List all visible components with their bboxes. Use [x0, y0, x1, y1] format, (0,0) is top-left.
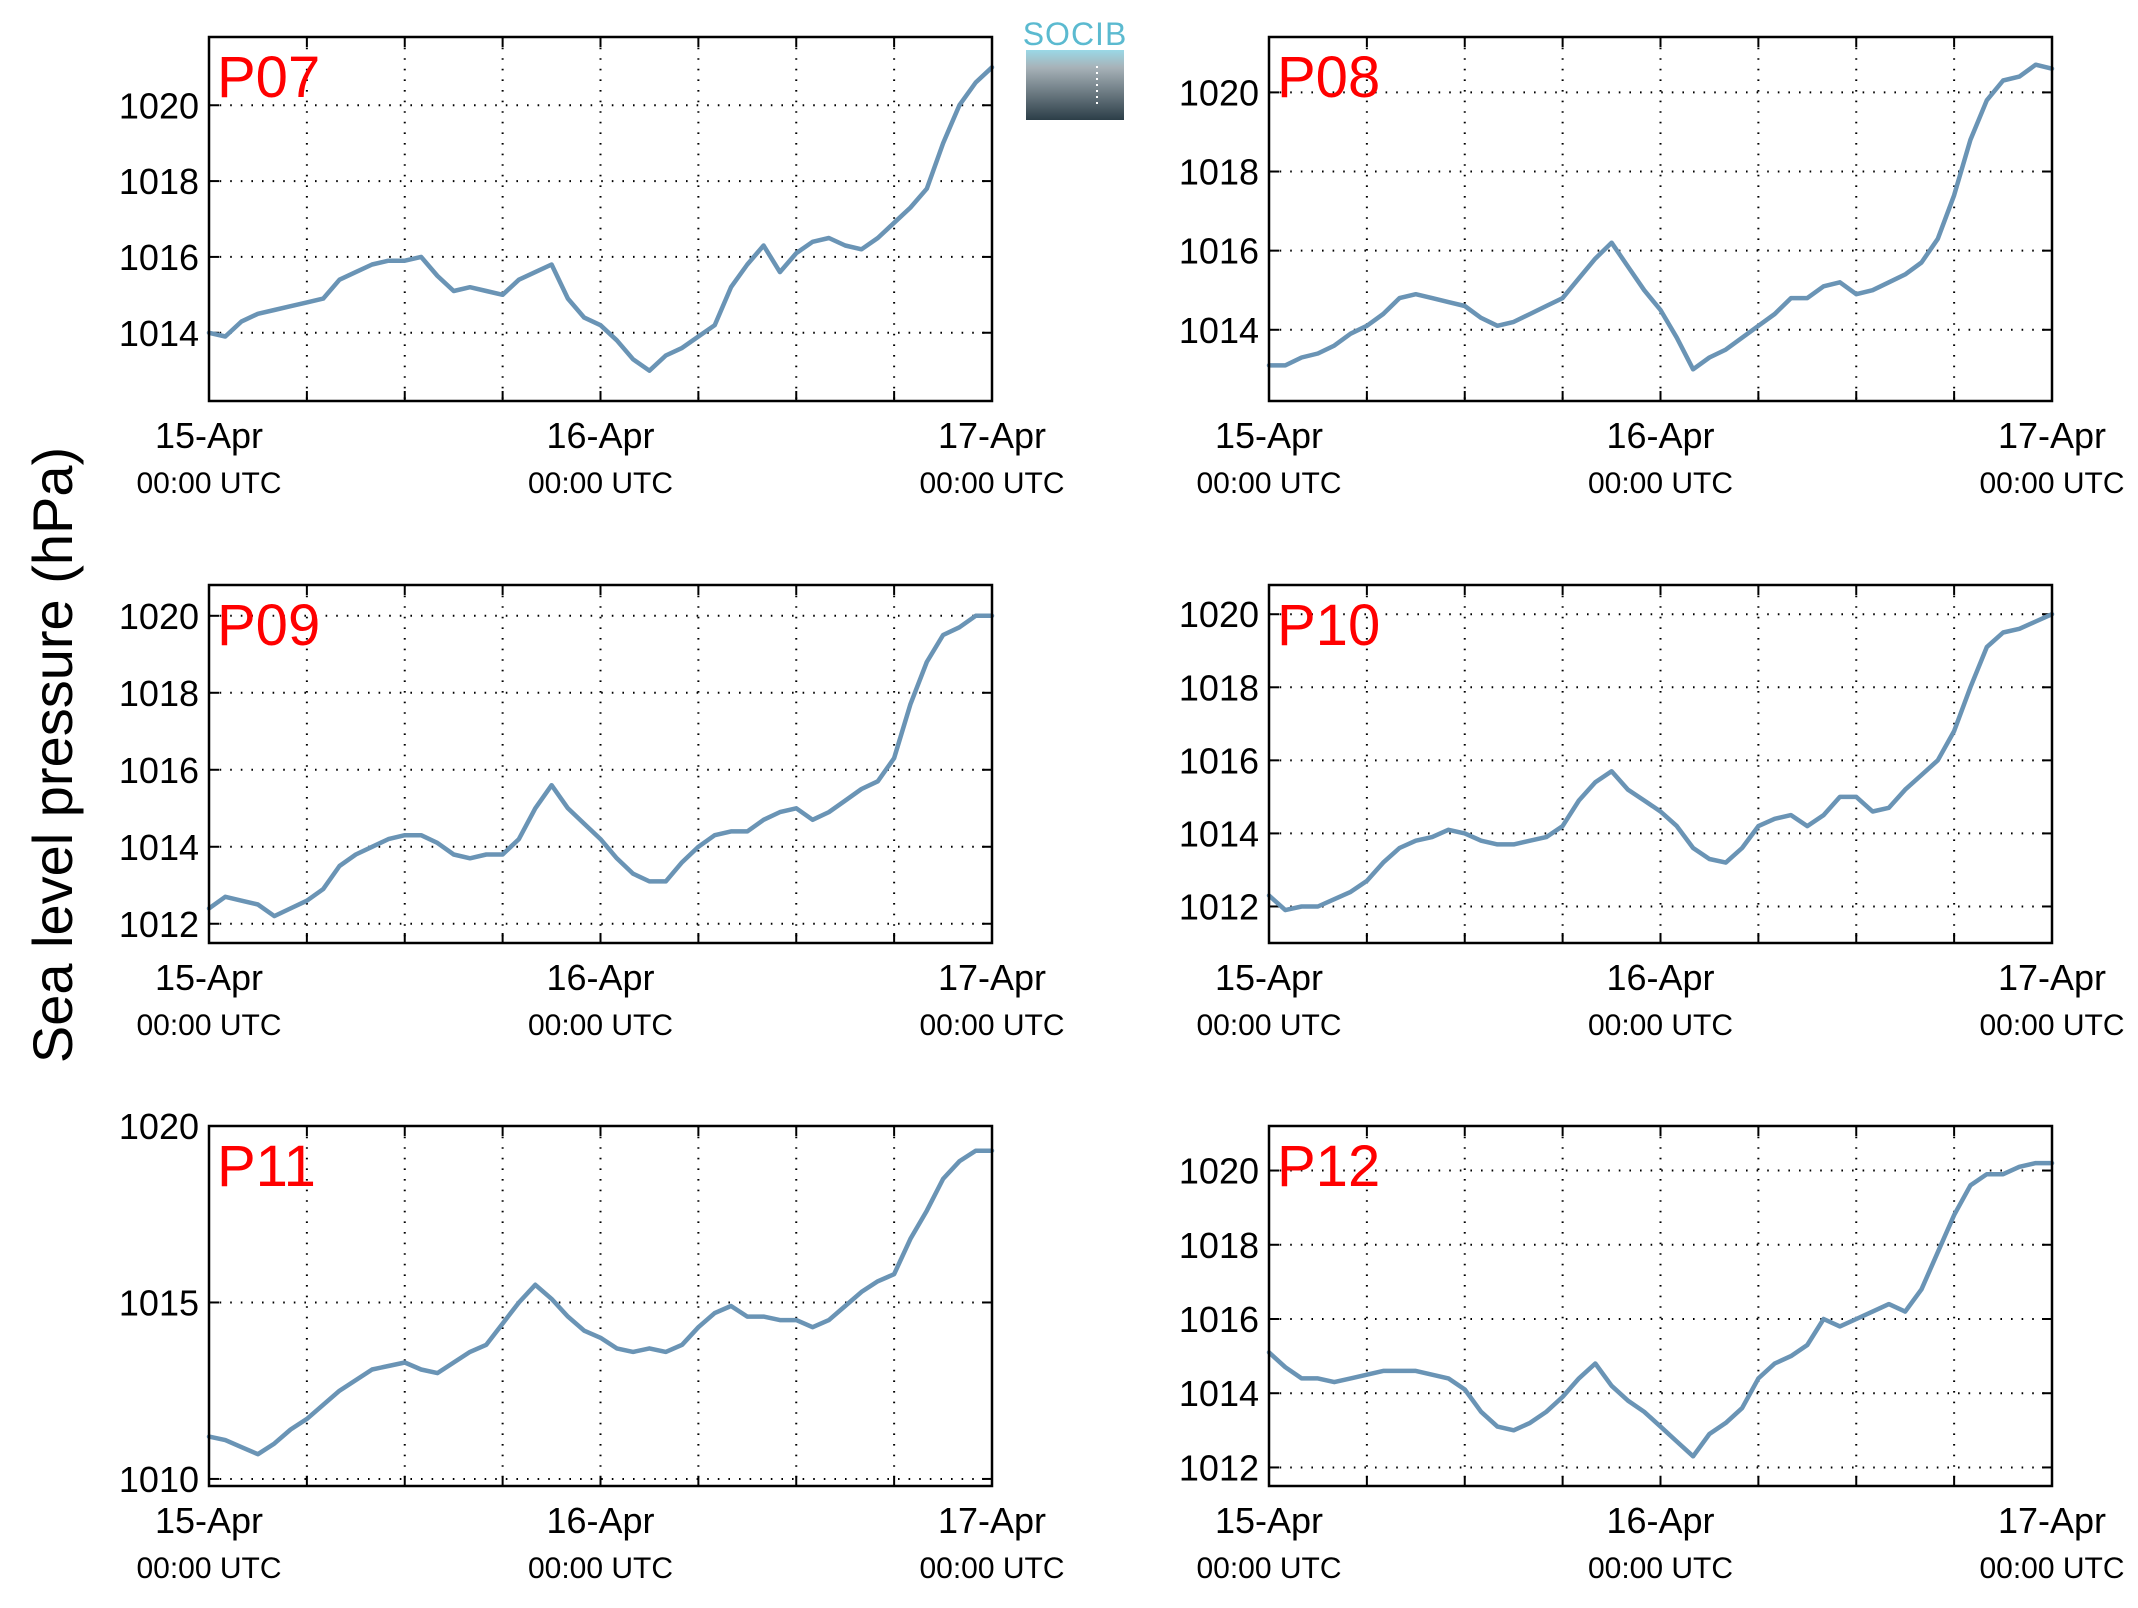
plot-frame — [1267, 35, 2054, 403]
panel-p11: 1010 1015 1020 15-Apr 00:00 UTC 16-Apr 00:00 U… — [119, 1106, 1065, 1585]
plot-frame — [1267, 583, 2054, 945]
y-tick-label: 1012 — [1179, 886, 1259, 927]
x-tick-label-time: 00:00 UTC — [919, 1009, 1064, 1042]
y-tick-label: 1020 — [119, 1106, 199, 1147]
y-tick-label: 1018 — [119, 673, 199, 714]
x-tick-label-time: 00:00 UTC — [1588, 1009, 1733, 1042]
x-tick-label-time: 00:00 UTC — [136, 1009, 281, 1042]
panel-p10: 1012 1014 1016 1018 1020 15-Apr 00:00 UTC 16-Ap… — [1179, 583, 2125, 1042]
panel-label: P08 — [1277, 45, 1380, 110]
x-tick-label-time: 00:00 UTC — [1979, 467, 2124, 500]
series-line-p08 — [1266, 62, 2055, 372]
x-tick-label-time: 00:00 UTC — [528, 1552, 673, 1585]
series-line-p12 — [1266, 1160, 2055, 1459]
y-tick-label: 1014 — [1179, 813, 1259, 854]
y-tick-label: 1018 — [119, 161, 199, 202]
x-tick-label-date: 16-Apr — [1606, 1500, 1714, 1541]
y-tick-label: 1020 — [119, 85, 199, 126]
panel-p09: 1012 1014 1016 1018 1020 15-Apr 00:00 UTC 16-Ap… — [119, 583, 1065, 1042]
x-tick-label-date: 15-Apr — [155, 415, 263, 456]
x-tick-label-time: 00:00 UTC — [136, 1552, 281, 1585]
y-tick-label: 1020 — [1179, 72, 1259, 113]
y-tick-label: 1015 — [119, 1282, 199, 1323]
x-tick-label-date: 15-Apr — [1215, 415, 1323, 456]
y-tick-label: 1016 — [1179, 1299, 1259, 1340]
y-tick-label: 1012 — [1179, 1447, 1259, 1488]
series-line-p07 — [206, 65, 995, 373]
x-tick-label-time: 00:00 UTC — [1979, 1009, 2124, 1042]
panel-label: P12 — [1277, 1134, 1380, 1199]
x-tick-label-date: 17-Apr — [938, 1500, 1046, 1541]
y-tick-label: 1018 — [1179, 667, 1259, 708]
series-line-p11 — [206, 1148, 995, 1457]
x-tick-label-date: 16-Apr — [1606, 415, 1714, 456]
x-tick-label-date: 16-Apr — [546, 1500, 654, 1541]
y-tick-label: 1012 — [119, 904, 199, 945]
x-tick-label-time: 00:00 UTC — [1588, 467, 1733, 500]
panel-label: P11 — [217, 1134, 316, 1199]
panel-label: P07 — [217, 45, 320, 110]
plot-frame — [1267, 1124, 2054, 1488]
y-tick-label: 1018 — [1179, 1225, 1259, 1266]
socib-logo: SOCIB — [1023, 16, 1128, 120]
x-tick-label-date: 15-Apr — [1215, 957, 1323, 998]
x-tick-label-date: 17-Apr — [938, 415, 1046, 456]
series-line-p09 — [206, 613, 995, 919]
panel-p08: 1014 1016 1018 1020 15-Apr 00:00 UTC 16-Apr 00:… — [1179, 35, 2125, 500]
y-tick-label: 1016 — [1179, 231, 1259, 272]
y-axis-title: Sea level pressure (hPa) — [21, 447, 84, 1063]
x-tick-label-date: 17-Apr — [1998, 415, 2106, 456]
y-tick-label: 1020 — [119, 596, 199, 637]
x-tick-label-date: 17-Apr — [938, 957, 1046, 998]
x-tick-label-time: 00:00 UTC — [919, 1552, 1064, 1585]
x-tick-label-time: 00:00 UTC — [1196, 1009, 1341, 1042]
x-tick-label-time: 00:00 UTC — [136, 467, 281, 500]
x-tick-label-date: 15-Apr — [1215, 1500, 1323, 1541]
x-tick-label-time: 00:00 UTC — [528, 467, 673, 500]
panel-label: P09 — [217, 593, 320, 658]
y-tick-label: 1014 — [119, 827, 199, 868]
chart-panels: 1014 1016 1018 1020 15-Apr 00:00 UTC 16-Apr 00:… — [119, 35, 2125, 1585]
plot-frame — [207, 35, 994, 403]
plot-frame — [207, 1124, 994, 1488]
x-tick-label-date: 16-Apr — [546, 415, 654, 456]
x-tick-label-time: 00:00 UTC — [528, 1009, 673, 1042]
y-tick-label: 1016 — [119, 237, 199, 278]
x-tick-label-date: 15-Apr — [155, 1500, 263, 1541]
logo-badge — [1026, 50, 1124, 120]
x-tick-label-date: 15-Apr — [155, 957, 263, 998]
y-tick-label: 1020 — [1179, 1151, 1259, 1192]
x-tick-label-time: 00:00 UTC — [1196, 1552, 1341, 1585]
panel-label: P10 — [1277, 593, 1380, 658]
x-tick-label-date: 16-Apr — [546, 957, 654, 998]
y-tick-label: 1014 — [1179, 1373, 1259, 1414]
x-tick-label-time: 00:00 UTC — [1196, 467, 1341, 500]
panel-p07: 1014 1016 1018 1020 15-Apr 00:00 UTC 16-Apr 00:… — [119, 35, 1065, 500]
panel-p12: 1012 1014 1016 1018 1020 15-Apr 00:00 UTC 16-Ap… — [1179, 1124, 2125, 1585]
series-line-p10 — [1266, 611, 2055, 913]
x-tick-label-date: 16-Apr — [1606, 957, 1714, 998]
y-tick-label: 1016 — [1179, 740, 1259, 781]
x-tick-label-date: 17-Apr — [1998, 957, 2106, 998]
y-tick-label: 1014 — [119, 313, 199, 354]
y-tick-label: 1018 — [1179, 152, 1259, 193]
x-tick-label-time: 00:00 UTC — [919, 467, 1064, 500]
x-tick-label-time: 00:00 UTC — [1588, 1552, 1733, 1585]
plot-frame — [207, 583, 994, 945]
x-tick-label-date: 17-Apr — [1998, 1500, 2106, 1541]
y-tick-label: 1010 — [119, 1459, 199, 1500]
x-tick-label-time: 00:00 UTC — [1979, 1552, 2124, 1585]
y-tick-label: 1016 — [119, 750, 199, 791]
y-tick-label: 1020 — [1179, 594, 1259, 635]
y-tick-label: 1014 — [1179, 310, 1259, 351]
logo-text: SOCIB — [1023, 16, 1128, 52]
